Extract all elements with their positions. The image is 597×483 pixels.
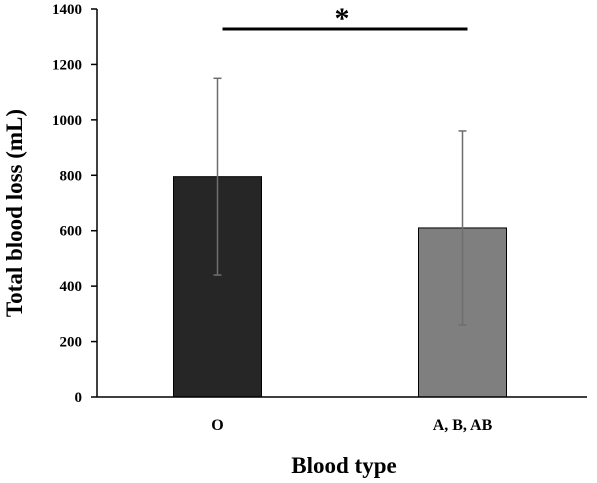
- x-axis-labels: O A, B, AB: [211, 417, 492, 434]
- y-axis-ticks: 0 200 400 600 800 1000 1200 1400: [52, 2, 97, 406]
- y-tick-label: 200: [60, 335, 83, 351]
- y-tick-label: 1200: [52, 57, 82, 73]
- error-bars: [213, 77, 467, 326]
- significance-marker: *: [335, 2, 350, 35]
- y-tick-label: 600: [60, 224, 83, 240]
- x-tick-label: A, B, AB: [433, 417, 493, 434]
- y-tick-label: 1400: [52, 2, 82, 18]
- x-tick-label: O: [211, 417, 223, 434]
- y-tick-label: 800: [60, 168, 83, 184]
- y-tick-label: 0: [75, 390, 83, 406]
- bars: [173, 176, 507, 398]
- x-axis-title: Blood type: [291, 453, 396, 478]
- y-tick-label: 1000: [52, 113, 82, 129]
- y-axis-title: Total blood loss (mL): [2, 109, 27, 317]
- y-tick-label: 400: [60, 279, 83, 295]
